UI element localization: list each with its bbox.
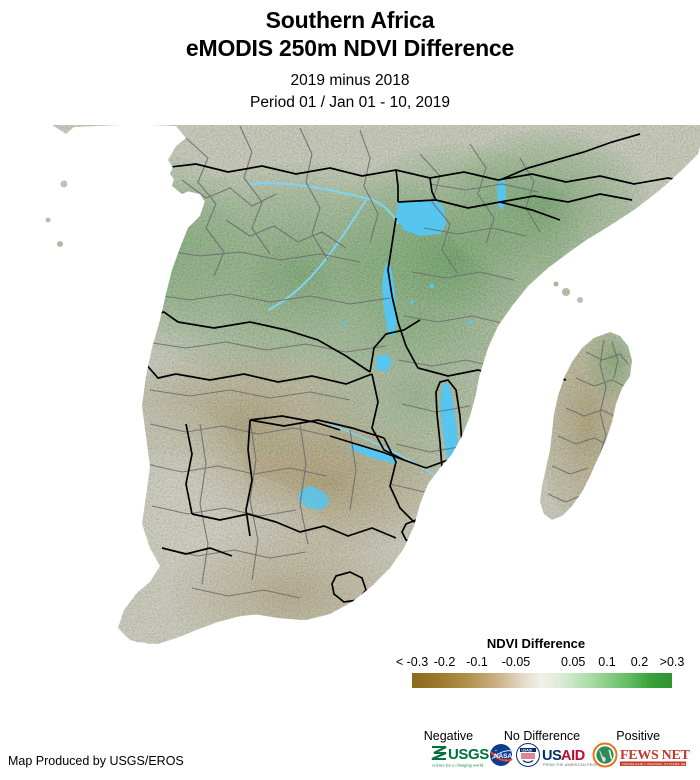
lake-mweru	[376, 354, 392, 372]
legend-tick-0: < -0.3	[395, 655, 429, 669]
okavango-delta	[298, 486, 330, 510]
svg-text:AID: AID	[561, 748, 585, 764]
usgs-logo: USGS science for a changing world	[431, 745, 490, 768]
legend-tick-6: 0.2	[630, 655, 649, 669]
nasa-logo: NASA	[490, 744, 513, 766]
subtitle-line-2: Period 01 / Jan 01 - 10, 2019	[250, 94, 450, 111]
svg-text:FAMINE EARLY WARNING SYSTEMS N: FAMINE EARLY WARNING SYSTEMS NETWORK	[622, 762, 692, 766]
lake-malawi	[440, 382, 458, 460]
svg-text:US: US	[542, 748, 562, 764]
lake-kariba	[350, 442, 398, 464]
svg-text:FEWS NET: FEWS NET	[620, 748, 691, 763]
admin1-borders-layer	[119, 125, 629, 599]
legend-tick-4: 0.05	[561, 655, 586, 669]
map-canvas	[0, 124, 700, 728]
legend: NDVI Difference < -0.3 -0.2 -0.1 -0.05 0.05 0…	[380, 636, 690, 746]
svg-text:NASA: NASA	[494, 753, 512, 760]
legend-title: NDVI Difference	[486, 636, 586, 651]
legend-tick-7: >0.3	[659, 655, 685, 669]
lake-tanganyika	[382, 264, 397, 336]
legend-category-2: Positive	[616, 729, 661, 743]
congo-river	[249, 182, 399, 225]
legend-color-ramp	[412, 673, 672, 688]
fewsnet-logo: FEWS NET FAMINE EARLY WARNING SYSTEMS NE…	[592, 742, 692, 768]
legend-category-0: Negative	[423, 729, 474, 743]
svg-text:FROM THE AMERICAN PEOPLE: FROM THE AMERICAN PEOPLE	[543, 763, 603, 767]
legend-tick-2: -0.1	[466, 655, 488, 669]
legend-tick-labels: < -0.3 -0.2 -0.1 -0.05 0.05 0.1 0.2 >0.3	[380, 655, 690, 672]
legend-tick-1: -0.2	[433, 655, 456, 669]
legend-category-1: No Difference	[503, 729, 581, 743]
map-credit: Map Produced by USGS/EROS	[8, 754, 184, 768]
legend-tick-5: 0.1	[598, 655, 616, 669]
page-title-line-1: Southern Africa	[265, 7, 435, 33]
ndvi-difference-map[interactable]	[0, 124, 700, 728]
subtitle-line-1: 2019 minus 2018	[290, 72, 410, 89]
legend-tick-3: -0.05	[501, 655, 531, 669]
lake-victoria	[396, 200, 446, 236]
legend-category-labels: Negative No Difference Positive	[380, 728, 690, 746]
page-title-line-2: eMODIS 250m NDVI Difference	[185, 35, 515, 61]
svg-text:science for a changing world: science for a changing world	[432, 763, 484, 768]
svg-text:USGS: USGS	[448, 746, 489, 763]
usaid-logo: USAID US AID FROM THE AMERICAN PEOPLE	[516, 743, 603, 767]
agency-logos: USGS science for a changing world NASA U…	[430, 739, 692, 773]
title-block: Southern Africa eMODIS 250m NDVI Differe…	[0, 0, 700, 113]
svg-text:USAID: USAID	[522, 748, 533, 752]
